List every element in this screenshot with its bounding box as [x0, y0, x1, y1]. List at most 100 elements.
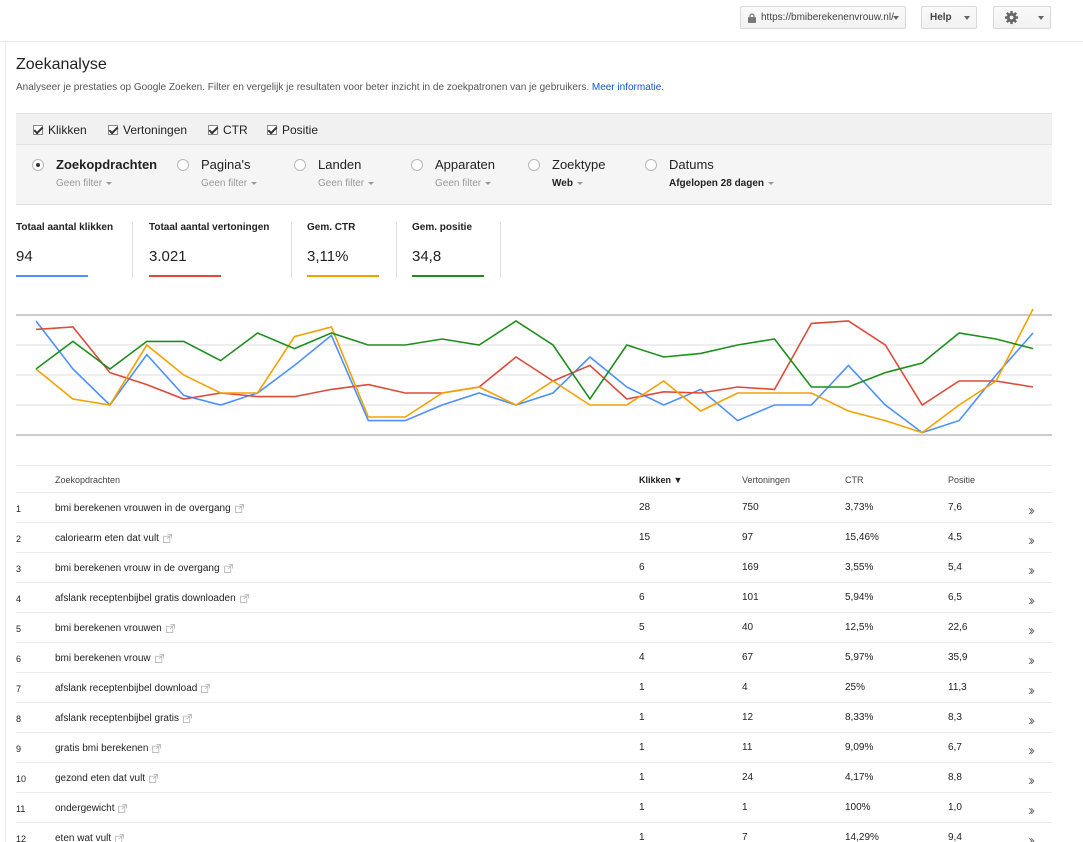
- ctr-cell: 8,33%: [845, 712, 874, 723]
- external-link-icon[interactable]: [162, 534, 172, 543]
- dimension-dates[interactable]: Datums Afgelopen 28 dagen: [645, 157, 775, 189]
- more-info-link[interactable]: Meer informatie.: [591, 82, 665, 93]
- dimension-filter-dropdown[interactable]: Geen filter: [201, 178, 258, 189]
- double-chevron-right-icon[interactable]: ››: [1028, 712, 1035, 729]
- external-link-icon[interactable]: [182, 714, 192, 723]
- header-impressions[interactable]: Vertoningen: [742, 475, 791, 485]
- external-link-icon[interactable]: [223, 564, 233, 573]
- checkbox-icon: [208, 125, 218, 135]
- clicks-cell: 1: [639, 682, 645, 693]
- settings-button[interactable]: [993, 6, 1051, 29]
- dimension-filter-dropdown[interactable]: Geen filter: [435, 178, 495, 189]
- metric-impressions-checkbox[interactable]: Vertoningen: [108, 123, 187, 137]
- external-link-icon[interactable]: [239, 594, 249, 603]
- header-query[interactable]: Zoekopdrachten: [55, 475, 121, 485]
- double-chevron-right-icon[interactable]: ››: [1028, 832, 1035, 842]
- queries-table: Zoekopdrachten Klikken ▼ Vertoningen CTR…: [16, 465, 1052, 842]
- row-number: 6: [16, 654, 22, 664]
- external-link-icon[interactable]: [201, 684, 211, 693]
- dimension-pages[interactable]: Pagina's Geen filter: [177, 157, 258, 189]
- total-clicks[interactable]: Totaal aantal klikken 94: [16, 222, 113, 278]
- external-link-icon[interactable]: [154, 654, 164, 663]
- header-clicks[interactable]: Klikken ▼: [639, 475, 683, 485]
- double-chevron-right-icon[interactable]: ››: [1028, 772, 1035, 789]
- query-text[interactable]: eten wat vult: [55, 833, 112, 842]
- metric-clicks-checkbox[interactable]: Klikken: [33, 123, 87, 137]
- total-label: Totaal aantal vertoningen: [149, 222, 270, 233]
- total-ctr[interactable]: Gem. CTR 3,11%: [307, 222, 379, 278]
- external-link-icon[interactable]: [234, 504, 244, 513]
- position-cell: 6,7: [948, 742, 962, 753]
- query-text[interactable]: bmi berekenen vrouwen in de overgang: [55, 503, 231, 514]
- double-chevron-right-icon[interactable]: ››: [1028, 622, 1035, 639]
- metric-position-checkbox[interactable]: Positie: [267, 123, 318, 137]
- lock-icon: [748, 12, 756, 23]
- double-chevron-right-icon[interactable]: ››: [1028, 802, 1035, 819]
- total-label: Gem. CTR: [307, 222, 356, 233]
- radio-icon: [411, 159, 423, 171]
- total-impressions[interactable]: Totaal aantal vertoningen 3.021: [149, 222, 269, 278]
- query-text[interactable]: bmi berekenen vrouw: [55, 653, 151, 664]
- double-chevron-right-icon[interactable]: ››: [1028, 562, 1035, 579]
- query-text[interactable]: afslank receptenbijbel download: [55, 683, 198, 694]
- header-ctr[interactable]: CTR: [845, 475, 864, 485]
- impressions-cell: 97: [742, 532, 754, 543]
- external-link-icon[interactable]: [115, 834, 125, 842]
- double-chevron-right-icon[interactable]: ››: [1028, 532, 1035, 549]
- double-chevron-right-icon[interactable]: ››: [1028, 742, 1035, 759]
- query-text[interactable]: gezond eten dat vult: [55, 773, 146, 784]
- dimension-filter-dropdown[interactable]: Web: [552, 178, 605, 189]
- query-cell: bmi berekenen vrouwen: [55, 623, 175, 634]
- table-row[interactable]: 11 ondergewicht 1 1 100% 1,0 ››: [16, 793, 1052, 823]
- double-chevron-right-icon[interactable]: ››: [1028, 502, 1035, 519]
- external-link-icon[interactable]: [165, 624, 175, 633]
- row-number: 3: [16, 564, 22, 574]
- impressions-cell: 169: [742, 562, 759, 573]
- chevron-down-icon: [893, 16, 899, 20]
- table-row[interactable]: 1 bmi berekenen vrouwen in de overgang 28 7…: [16, 493, 1052, 523]
- table-row[interactable]: 8 afslank receptenbijbel gratis 1 12 8,33% 8,…: [16, 703, 1052, 733]
- ctr-cell: 3,55%: [845, 562, 874, 573]
- table-row[interactable]: 10 gezond eten dat vult 1 24 4,17% 8,8 ››: [16, 763, 1052, 793]
- impressions-cell: 12: [742, 712, 754, 723]
- query-text[interactable]: afslank receptenbijbel gratis downloaden: [55, 593, 236, 604]
- dimension-queries[interactable]: Zoekopdrachten Geen filter: [32, 157, 157, 189]
- double-chevron-right-icon[interactable]: ››: [1028, 592, 1035, 609]
- double-chevron-right-icon[interactable]: ››: [1028, 682, 1035, 699]
- table-row[interactable]: 4 afslank receptenbijbel gratis downloade…: [16, 583, 1052, 613]
- query-text[interactable]: caloriearm eten dat vult: [55, 533, 159, 544]
- table-row[interactable]: 2 caloriearm eten dat vult 15 97 15,46% 4,5 ››: [16, 523, 1052, 553]
- clicks-cell: 1: [639, 742, 645, 753]
- double-chevron-right-icon[interactable]: ››: [1028, 652, 1035, 669]
- dimension-filter-dropdown[interactable]: Geen filter: [318, 178, 375, 189]
- metric-ctr-checkbox[interactable]: CTR: [208, 123, 248, 137]
- table-row[interactable]: 7 afslank receptenbijbel download 1 4 25% 11,…: [16, 673, 1052, 703]
- ctr-cell: 15,46%: [845, 532, 879, 543]
- dimension-filter-dropdown[interactable]: Geen filter: [56, 178, 157, 189]
- external-link-icon[interactable]: [118, 804, 128, 813]
- query-text[interactable]: gratis bmi berekenen: [55, 743, 149, 754]
- table-row[interactable]: 9 gratis bmi berekenen 1 11 9,09% 6,7 ››: [16, 733, 1052, 763]
- table-row[interactable]: 5 bmi berekenen vrouwen 5 40 12,5% 22,6 ››: [16, 613, 1052, 643]
- total-position[interactable]: Gem. positie 34,8: [412, 222, 484, 278]
- header-position[interactable]: Positie: [948, 475, 976, 485]
- series-color-line: [149, 275, 221, 277]
- site-selector-button[interactable]: https://bmiberekenenvrouw.nl/: [740, 6, 906, 29]
- dimension-search-type[interactable]: Zoektype Web: [528, 157, 605, 189]
- metric-label: Positie: [282, 123, 319, 137]
- external-link-icon[interactable]: [152, 744, 162, 753]
- query-text[interactable]: bmi berekenen vrouwen: [55, 623, 162, 634]
- help-button[interactable]: Help: [921, 6, 977, 29]
- query-text[interactable]: bmi berekenen vrouw in de overgang: [55, 563, 220, 574]
- query-text[interactable]: afslank receptenbijbel gratis: [55, 713, 179, 724]
- table-row[interactable]: 12 eten wat vult 1 7 14,29% 9,4 ››: [16, 823, 1052, 842]
- table-row[interactable]: 3 bmi berekenen vrouw in de overgang 6 169 3…: [16, 553, 1052, 583]
- query-cell: afslank receptenbijbel gratis: [55, 713, 192, 724]
- dimension-countries[interactable]: Landen Geen filter: [294, 157, 375, 189]
- external-link-icon[interactable]: [149, 774, 159, 783]
- query-text[interactable]: ondergewicht: [55, 803, 115, 814]
- table-row[interactable]: 6 bmi berekenen vrouw 4 67 5,97% 35,9 ››: [16, 643, 1052, 673]
- help-label: Help: [930, 12, 952, 23]
- dimension-filter-dropdown[interactable]: Afgelopen 28 dagen: [669, 178, 775, 189]
- dimension-devices[interactable]: Apparaten Geen filter: [411, 157, 495, 189]
